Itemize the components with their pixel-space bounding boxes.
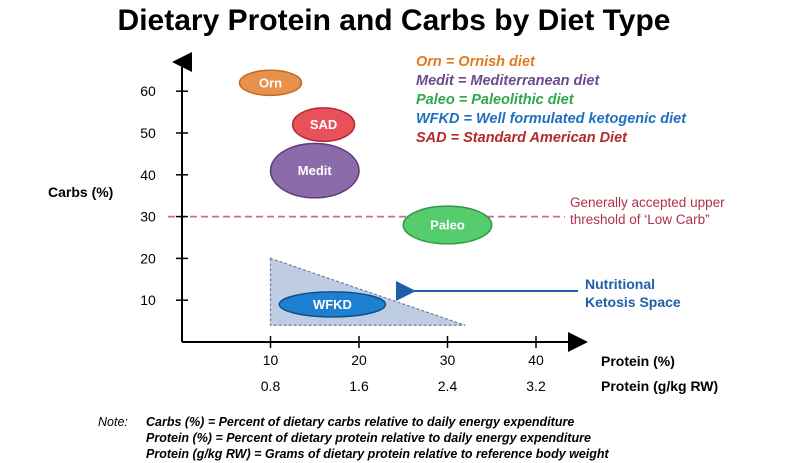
y-axis-label: Carbs (%) xyxy=(48,184,113,200)
x-axis-label-secondary: Protein (g/kg RW) xyxy=(601,378,718,394)
point-wfkd: WFKD xyxy=(278,291,387,318)
ketosis-label-line-0: Nutritional xyxy=(585,276,655,292)
bubble-label-sad: SAD xyxy=(310,117,337,132)
legend-item-0: Orn = Ornish diet xyxy=(416,54,536,70)
x2-tick-label-30: 2.4 xyxy=(438,378,458,394)
x-tick-label-20: 20 xyxy=(351,352,367,368)
point-orn: Orn xyxy=(238,69,303,97)
legend-item-4: SAD = Standard American Diet xyxy=(416,130,628,146)
bubble-medit xyxy=(269,142,360,199)
point-sad: SAD xyxy=(291,107,356,143)
x-tick-label-40: 40 xyxy=(528,352,544,368)
y-tick-label-10: 10 xyxy=(140,292,156,308)
x-tick-label-10: 10 xyxy=(263,352,279,368)
diet-scatter-chart: Generally accepted upper threshold of ‘Lo… xyxy=(48,52,725,394)
bubble-sad xyxy=(291,107,356,143)
x2-tick-label-40: 3.2 xyxy=(526,378,546,394)
bubble-paleo xyxy=(402,205,493,245)
bubble-label-paleo: Paleo xyxy=(430,217,465,232)
x2-tick-label-20: 1.6 xyxy=(349,378,369,394)
x-tick-label-30: 30 xyxy=(440,352,456,368)
note-line-carbs: Carbs (%) = Percent of dietary carbs rel… xyxy=(146,415,575,429)
y-tick-label-20: 20 xyxy=(140,250,156,266)
point-medit: Medit xyxy=(269,142,360,199)
y-tick-label-60: 60 xyxy=(140,83,156,99)
bubble-wfkd xyxy=(278,291,387,318)
y-tick-label-40: 40 xyxy=(140,167,156,183)
notes-block: Note: Carbs (%) = Percent of dietary carb… xyxy=(98,414,609,462)
point-paleo: Paleo xyxy=(402,205,493,245)
bubble-label-wfkd: WFKD xyxy=(313,297,352,312)
legend-item-2: Paleo = Paleolithic diet xyxy=(416,92,575,108)
threshold-label-line-1: threshold of ‘Low Carb” xyxy=(570,212,710,227)
bubble-orn xyxy=(238,69,303,97)
x2-tick-label-10: 0.8 xyxy=(261,378,281,394)
legend-item-1: Medit = Mediterranean diet xyxy=(416,73,600,89)
note-line-protein-pct: Protein (%) = Percent of dietary protein… xyxy=(146,431,591,445)
bubble-label-medit: Medit xyxy=(298,163,333,178)
ketosis-label-line-1: Ketosis Space xyxy=(585,294,681,310)
y-tick-label-50: 50 xyxy=(140,125,156,141)
x-axis-label: Protein (%) xyxy=(601,353,675,369)
legend-item-3: WFKD = Well formulated ketogenic diet xyxy=(416,111,687,127)
y-tick-label-30: 30 xyxy=(140,209,156,225)
note-line-protein-gkg: Protein (g/kg RW) = Grams of dietary pro… xyxy=(146,447,609,461)
threshold-label-line-0: Generally accepted upper xyxy=(570,195,725,210)
bubble-label-orn: Orn xyxy=(259,75,282,90)
chart-title: Dietary Protein and Carbs by Diet Type xyxy=(117,4,671,37)
notes-label: Note: xyxy=(98,415,128,429)
